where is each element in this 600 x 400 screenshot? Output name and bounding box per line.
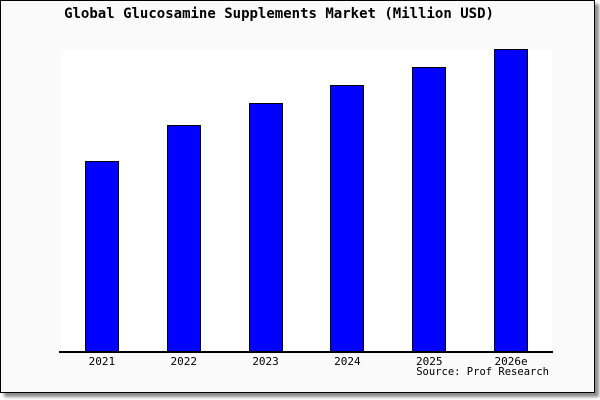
x-tick-label-2025: 2025 — [415, 355, 443, 368]
bar-2026e — [494, 49, 529, 351]
source-credit: Source: Prof Research — [416, 366, 549, 378]
x-tick-label-2024: 2024 — [334, 355, 361, 368]
x-tick-label-2022: 2022 — [170, 355, 197, 368]
bar-2025 — [412, 67, 447, 351]
bar-2024 — [330, 85, 365, 351]
x-tick-label-2026e: 2026e — [494, 355, 528, 368]
chart-title: Global Glucosamine Supplements Market (M… — [64, 6, 494, 22]
x-tick-label-2021: 2021 — [88, 355, 116, 368]
plot-area — [61, 49, 552, 351]
bar-2023 — [248, 103, 283, 351]
x-axis-labels: 2021 2022 2023 2024 2025 2026e — [61, 355, 552, 368]
chart-window: Global Glucosamine Supplements Market (M… — [0, 0, 595, 393]
x-axis-line — [59, 351, 553, 353]
x-tick-label-2023: 2023 — [252, 355, 279, 368]
bar-2022 — [166, 124, 201, 351]
bar-2021 — [84, 160, 119, 351]
